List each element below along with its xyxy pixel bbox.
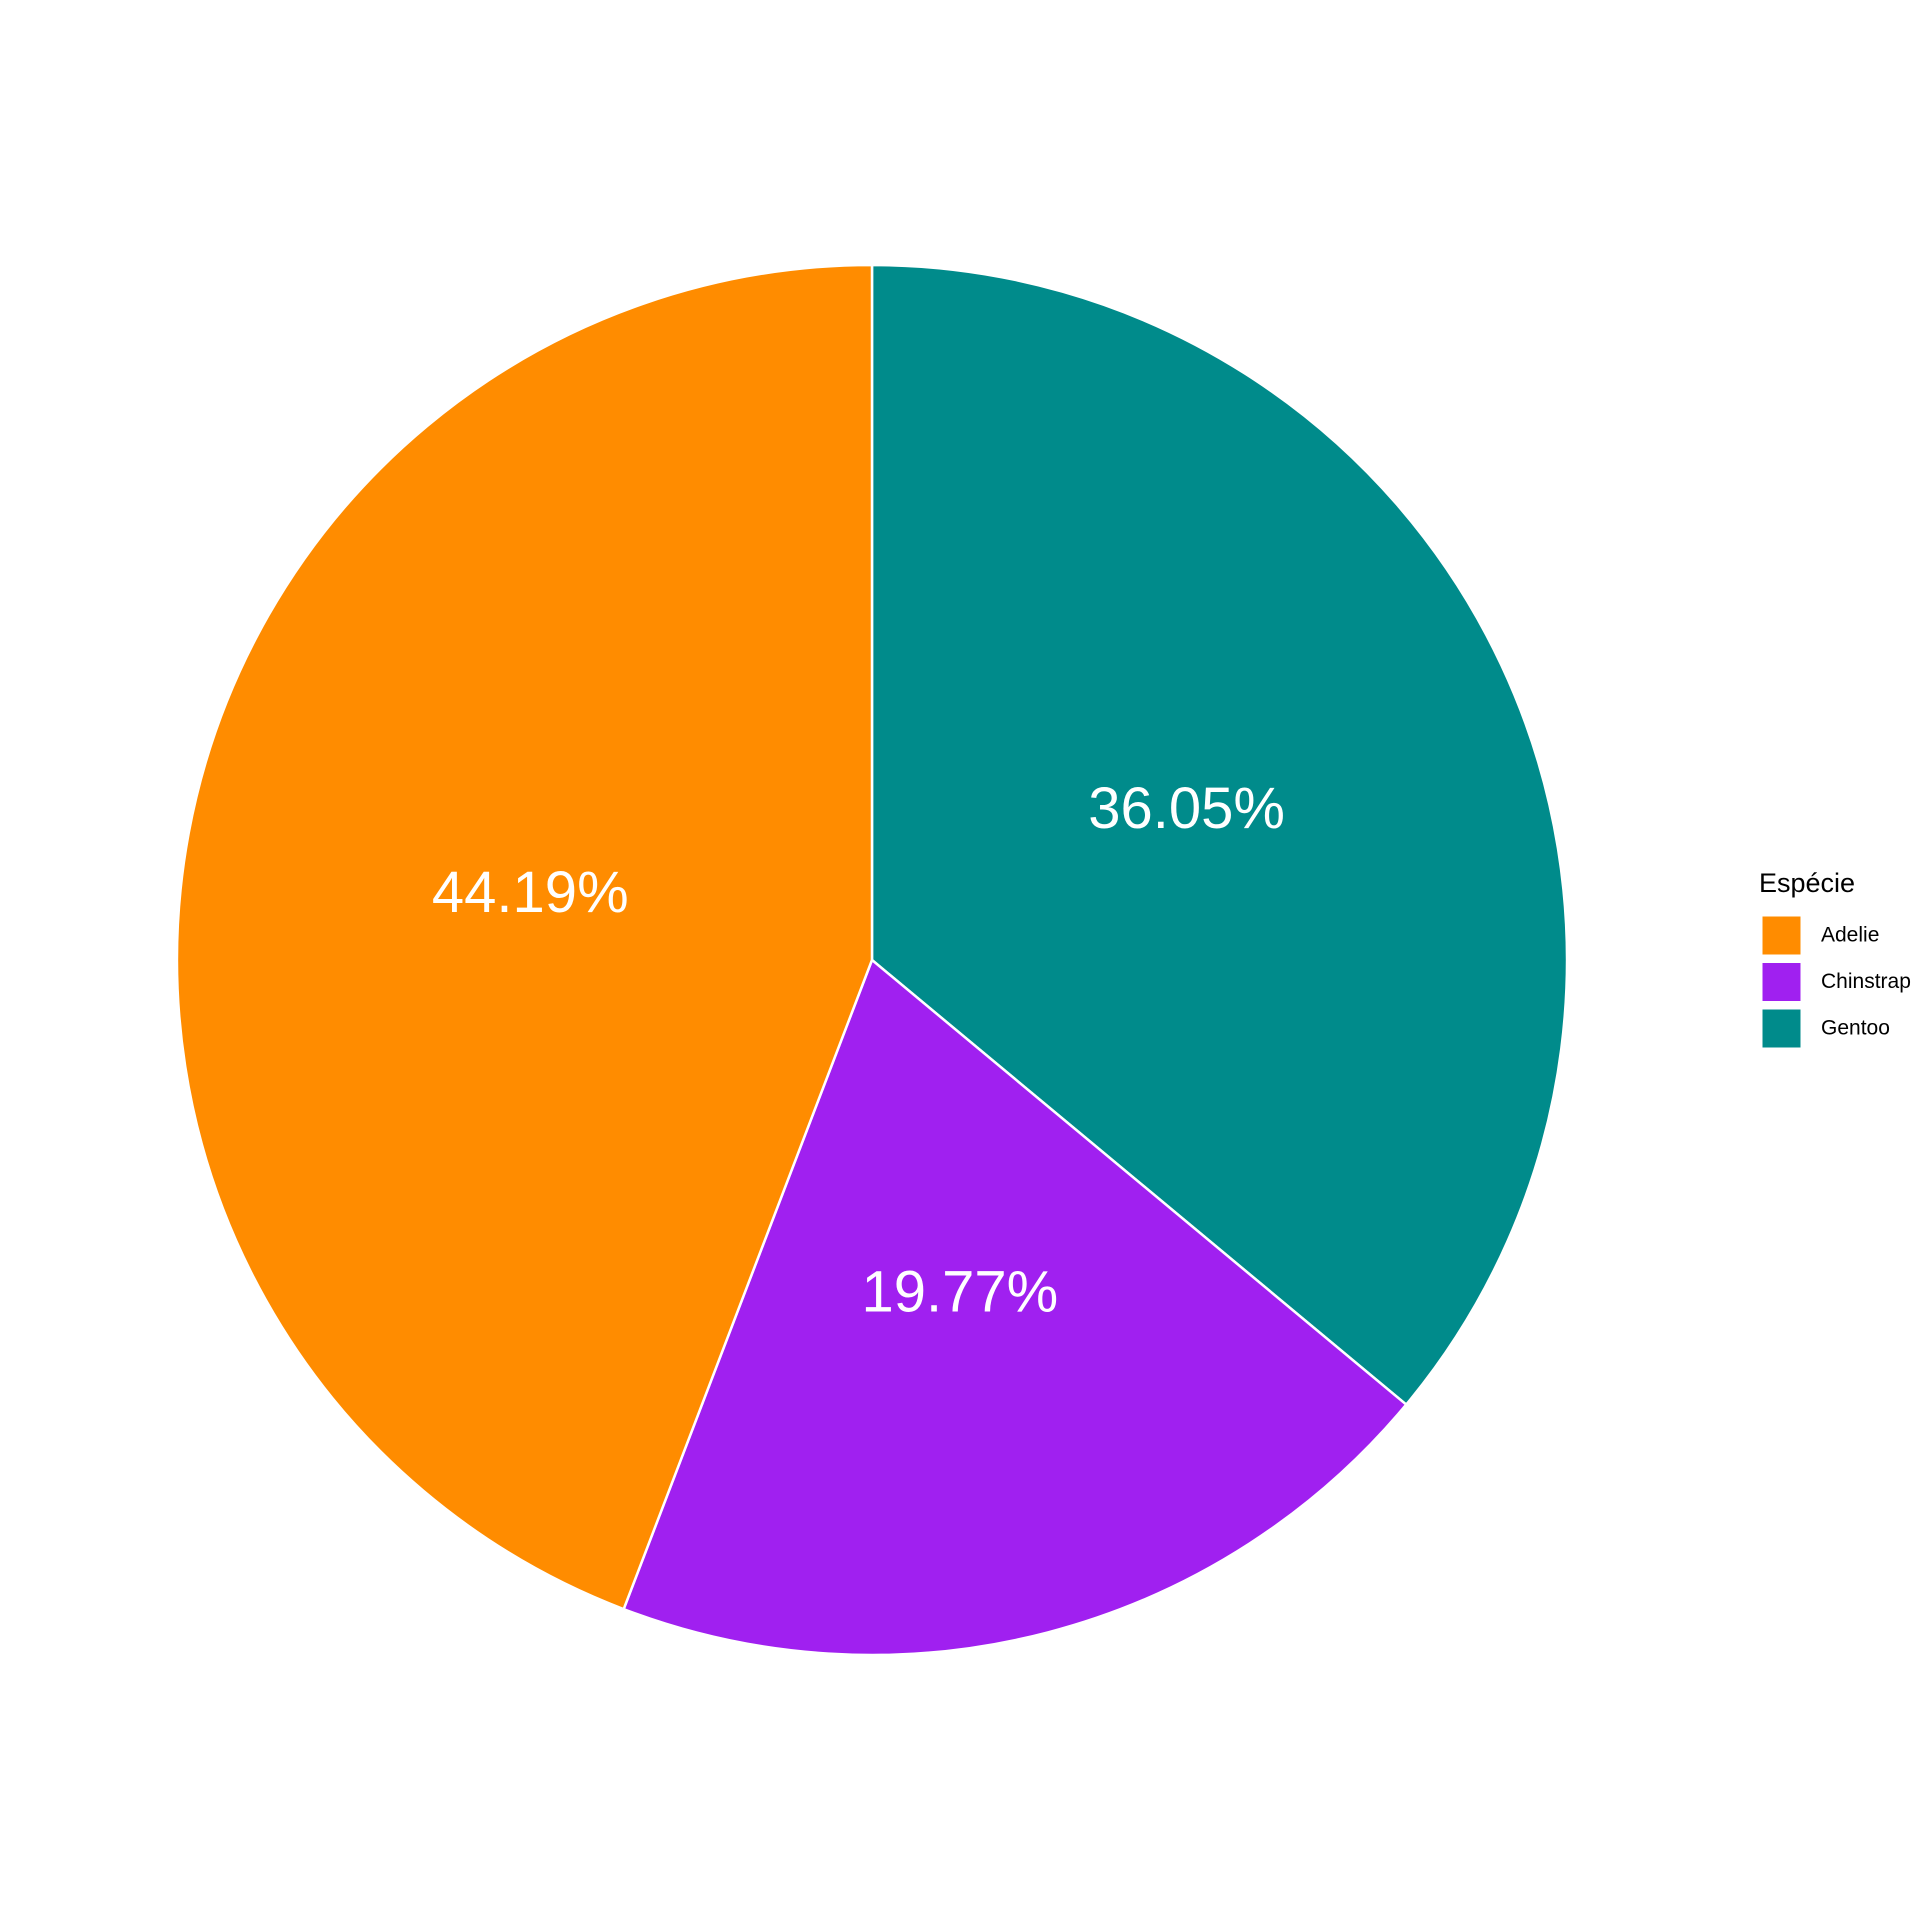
legend-label: Gentoo bbox=[1821, 1017, 1890, 1040]
legend-label: Adelie bbox=[1821, 924, 1879, 947]
legend-key bbox=[1761, 962, 1802, 1002]
legend: Espécie Adelie Chinstrap Gentoo bbox=[1759, 868, 1911, 1049]
legend-title: Espécie bbox=[1759, 868, 1855, 898]
pie-slice bbox=[175, 263, 874, 1611]
data-label: 36.05% bbox=[1088, 776, 1285, 841]
legend-key bbox=[1761, 1008, 1802, 1049]
data-label: 19.77% bbox=[862, 1260, 1059, 1325]
legend-label: Chinstrap bbox=[1821, 970, 1911, 993]
data-label: 44.19% bbox=[432, 860, 629, 925]
pie-labels: 36.05% 19.77% 44.19% bbox=[432, 776, 1285, 1325]
pie bbox=[175, 263, 1569, 1657]
pie-slice bbox=[870, 263, 1569, 1407]
legend-key bbox=[1761, 915, 1802, 956]
pie-slice bbox=[622, 957, 1408, 1657]
